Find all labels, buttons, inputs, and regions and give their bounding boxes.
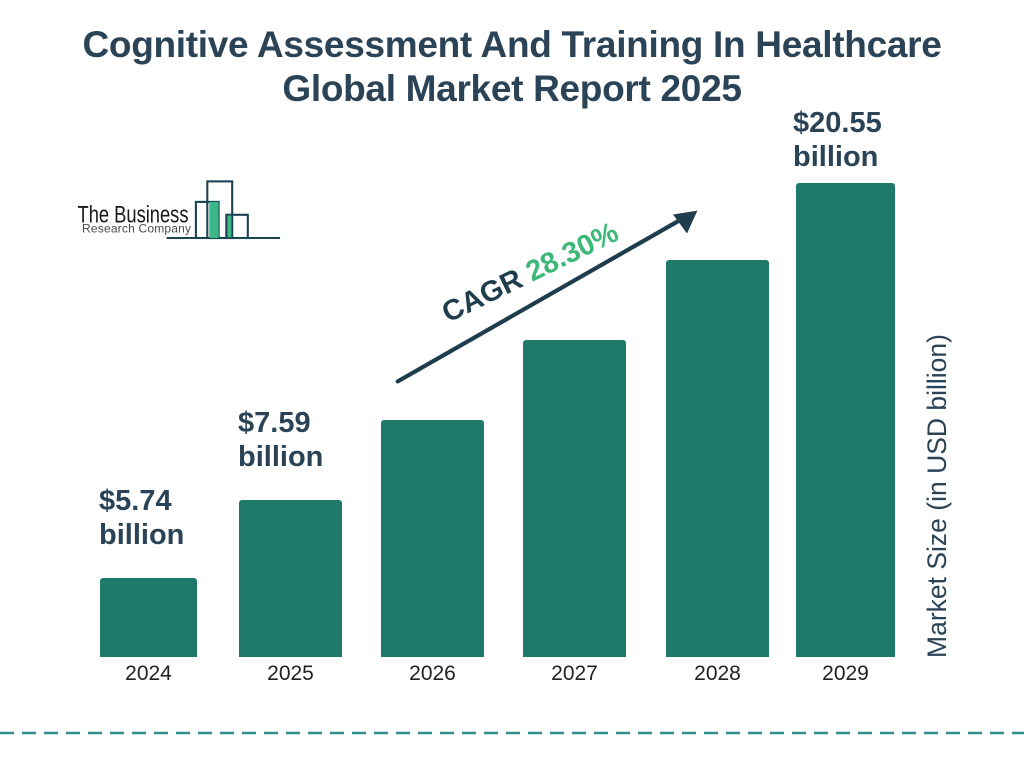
svg-text:CAGR 28.30%: CAGR 28.30% bbox=[437, 216, 624, 329]
